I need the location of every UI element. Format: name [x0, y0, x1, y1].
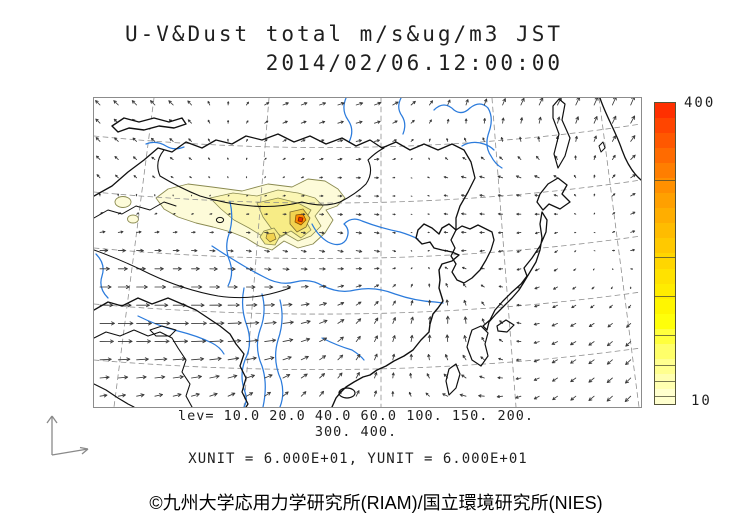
coast-honshu — [482, 211, 548, 331]
map-canvas — [94, 98, 641, 407]
colorbar-step — [655, 148, 675, 164]
colorbar-step — [655, 343, 675, 359]
graticule-meridian — [491, 98, 517, 407]
graticule-parallel — [94, 179, 641, 204]
border-himalaya — [94, 297, 249, 407]
river — [145, 141, 185, 150]
colorbar — [654, 102, 676, 405]
colorbar-min-label: 10 — [691, 393, 712, 409]
river — [321, 337, 365, 361]
river — [343, 98, 353, 143]
river — [137, 315, 225, 355]
border — [94, 201, 177, 219]
coast-hokkaido — [536, 177, 571, 211]
river — [256, 293, 266, 407]
graticule-parallel — [94, 291, 641, 315]
river — [226, 201, 233, 287]
contour-levels-label-line2: 300. 400. — [314, 424, 398, 440]
graticule-meridian — [598, 98, 640, 407]
dust-contour — [265, 232, 277, 243]
colorbar-tick — [655, 295, 675, 297]
lake — [215, 216, 225, 224]
colorbar-step — [655, 223, 675, 239]
border-north — [94, 133, 476, 231]
colorbar-step — [655, 208, 675, 224]
colorbar-step — [655, 238, 675, 254]
colorbar-step — [655, 163, 675, 179]
lake — [111, 117, 187, 133]
colorbar-step — [655, 328, 675, 344]
graticule-parallel — [94, 235, 641, 259]
island — [598, 141, 606, 153]
river — [274, 299, 284, 407]
graticule-parallel — [94, 123, 641, 148]
dust-blob — [114, 196, 132, 208]
coast-china — [331, 223, 460, 407]
graticule-meridian — [113, 98, 155, 407]
border-mongolia — [157, 147, 385, 208]
colorbar-step — [655, 103, 675, 119]
colorbar-step — [655, 283, 675, 299]
wind-vectors — [95, 98, 636, 403]
border-india — [94, 329, 193, 407]
coast-bottom-left — [94, 383, 135, 407]
axis-arrows-icon — [46, 415, 89, 456]
dust-core-max — [297, 216, 304, 223]
map-panel — [93, 97, 642, 408]
coast-okhotsk — [599, 98, 641, 181]
river — [211, 245, 444, 304]
coast-kyushu — [466, 325, 489, 367]
coast-shikoku — [496, 319, 515, 333]
colorbar-step — [655, 118, 675, 134]
coast-taiwan — [445, 363, 461, 396]
river — [311, 218, 419, 246]
colorbar-step — [655, 178, 675, 194]
colorbar-tick — [655, 380, 675, 382]
river — [241, 287, 251, 407]
colorbar-tick — [655, 365, 675, 367]
graticule-meridian — [243, 98, 270, 407]
colorbar-step — [655, 298, 675, 314]
coast-hainan — [338, 387, 356, 399]
colorbar-tick — [655, 257, 675, 259]
colorbar-step — [655, 193, 675, 209]
dust-blob — [127, 214, 139, 224]
chart-timestamp: 2014/02/06.12:00:00 — [265, 51, 563, 75]
border-tibet — [94, 249, 291, 299]
colorbar-tick — [655, 396, 675, 398]
graticule-parallel — [94, 347, 641, 370]
colorbar-step — [655, 253, 675, 269]
coast-korea — [450, 224, 495, 284]
colorbar-tick — [655, 334, 675, 336]
river — [398, 98, 406, 135]
chart-title: U-V&Dust total m/s&ug/m3 JST — [124, 22, 563, 46]
vector-units-label: XUNIT = 6.000E+01, YUNIT = 6.000E+01 — [188, 451, 528, 467]
contour-levels-label-line1: lev= 10.0 20.0 40.0 60.0 100. 150. 200. — [178, 408, 534, 424]
colorbar-step — [655, 313, 675, 329]
border-nepal — [149, 325, 177, 337]
river — [461, 141, 495, 151]
river — [95, 253, 109, 299]
colorbar-step — [655, 133, 675, 149]
river — [433, 103, 503, 169]
coast-sakhalin — [552, 98, 571, 169]
colorbar-max-label: 400 — [684, 95, 716, 111]
colorbar-tick — [655, 180, 675, 182]
colorbar-step — [655, 268, 675, 284]
copyright-text: ©九州大学応用力学研究所(RIAM)/国立環境研究所(NIES) — [149, 493, 603, 513]
